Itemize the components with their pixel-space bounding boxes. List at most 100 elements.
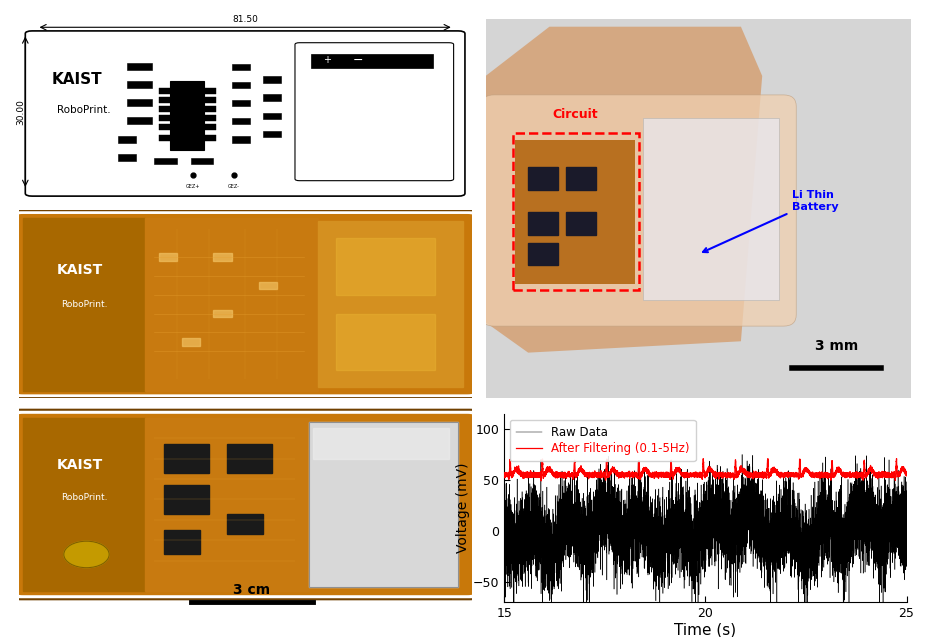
After Filtering (0.1-5Hz) (519, 473, 530, 480)
After Filtering (0.1-5Hz) (499, 471, 510, 479)
Bar (204, 135, 216, 141)
Text: KAIST: KAIST (56, 458, 103, 472)
Bar (159, 88, 170, 94)
Line: After Filtering (0.1-5Hz): After Filtering (0.1-5Hz) (504, 459, 906, 481)
FancyBboxPatch shape (14, 214, 476, 394)
Bar (159, 115, 170, 121)
Text: Li Thin
Battery: Li Thin Battery (703, 190, 839, 252)
After Filtering (0.1-5Hz) (891, 455, 902, 462)
Bar (309, 422, 458, 587)
Bar (128, 117, 153, 124)
After Filtering (0.1-5Hz) (901, 470, 912, 478)
Bar (159, 135, 170, 141)
Bar (643, 118, 779, 299)
Bar (264, 94, 281, 101)
Raw Data (838, 620, 849, 627)
Bar (118, 154, 136, 161)
FancyBboxPatch shape (25, 31, 465, 196)
Bar (170, 81, 204, 150)
Text: 30.00: 30.00 (17, 99, 25, 125)
Bar (164, 445, 209, 473)
Bar (128, 99, 153, 106)
Bar (566, 167, 597, 190)
Bar (513, 133, 639, 290)
Bar (231, 118, 250, 124)
Bar (145, 418, 309, 591)
Text: 81.50: 81.50 (232, 15, 258, 24)
Raw Data (736, 469, 747, 477)
Bar (528, 167, 558, 190)
Bar (214, 254, 231, 261)
Bar (128, 81, 153, 88)
Text: +: + (323, 55, 331, 65)
After Filtering (0.1-5Hz) (819, 471, 830, 479)
Bar (231, 100, 250, 106)
FancyBboxPatch shape (14, 414, 476, 595)
Text: Circuit: Circuit (552, 108, 598, 122)
Bar (528, 243, 558, 266)
Raw Data (519, 541, 530, 548)
Text: GEZ-: GEZ- (228, 184, 240, 189)
Bar (264, 76, 281, 83)
Bar (214, 310, 231, 317)
Bar (311, 54, 433, 68)
Bar (204, 124, 216, 130)
Bar (204, 88, 216, 94)
Raw Data (901, 501, 912, 509)
Polygon shape (486, 27, 762, 353)
Bar (191, 158, 214, 164)
Text: −: − (353, 54, 364, 66)
Text: KAIST: KAIST (56, 263, 103, 277)
Raw Data (736, 450, 747, 458)
Bar (204, 97, 216, 103)
Bar (336, 238, 436, 295)
Text: 3 mm: 3 mm (815, 339, 858, 353)
Bar (317, 222, 462, 387)
After Filtering (0.1-5Hz) (645, 470, 656, 478)
After Filtering (0.1-5Hz) (754, 471, 765, 479)
Bar (309, 422, 458, 587)
Text: RoboPrint.: RoboPrint. (61, 299, 107, 309)
Text: RoboPrint.: RoboPrint. (61, 493, 107, 502)
Bar (159, 97, 170, 103)
Bar (145, 218, 317, 390)
Text: RoboPrint.: RoboPrint. (57, 105, 111, 115)
Bar (264, 131, 281, 137)
Bar (231, 64, 250, 70)
Bar (159, 254, 178, 261)
Text: 3 cm: 3 cm (233, 583, 270, 598)
Bar (204, 115, 216, 121)
Text: KAIST: KAIST (52, 71, 103, 87)
Text: GEZ+: GEZ+ (186, 184, 200, 189)
Y-axis label: Voltage (mV): Voltage (mV) (456, 462, 470, 554)
Bar (231, 136, 250, 143)
Bar (227, 445, 272, 473)
X-axis label: Time (s): Time (s) (674, 622, 736, 637)
Bar (23, 218, 145, 390)
Bar (227, 513, 264, 534)
Raw Data (499, 551, 510, 559)
Raw Data (644, 512, 655, 519)
Ellipse shape (64, 541, 109, 568)
Bar (231, 82, 250, 88)
Bar (259, 282, 277, 289)
Bar (515, 140, 635, 284)
Bar (204, 106, 216, 111)
Bar (264, 113, 281, 119)
Bar (181, 338, 200, 345)
Bar (118, 136, 136, 143)
FancyBboxPatch shape (481, 95, 796, 326)
Raw Data (754, 559, 765, 566)
Bar (313, 428, 450, 459)
Raw Data (819, 519, 830, 526)
After Filtering (0.1-5Hz) (736, 467, 747, 475)
After Filtering (0.1-5Hz) (536, 477, 547, 485)
Bar (528, 212, 558, 235)
Bar (336, 313, 436, 370)
Bar (159, 124, 170, 130)
Bar (128, 62, 153, 70)
Raw Data (797, 531, 808, 539)
Legend: Raw Data, After Filtering (0.1-5Hz): Raw Data, After Filtering (0.1-5Hz) (510, 420, 696, 461)
Bar (154, 158, 178, 164)
Bar (164, 485, 209, 513)
